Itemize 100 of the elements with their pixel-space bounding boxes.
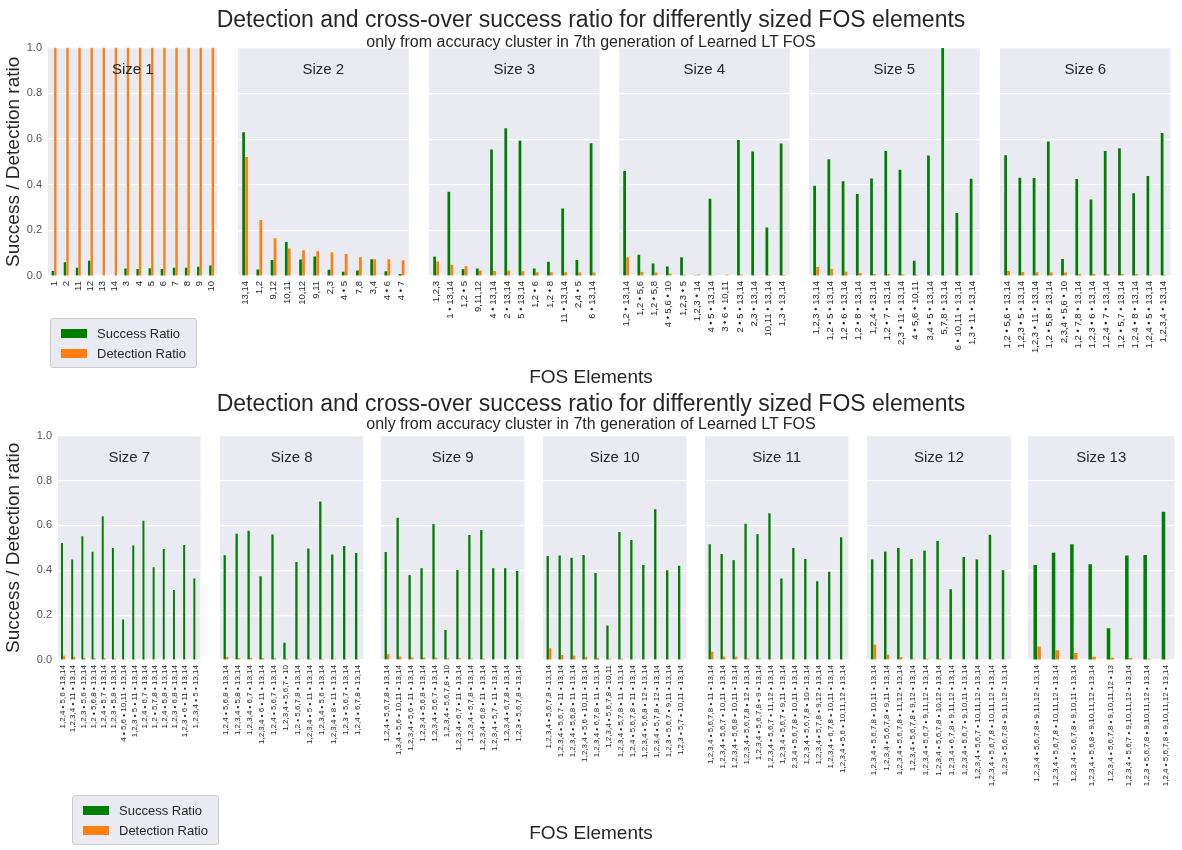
x-tick-label: 1,2,3,4 • 8 • 11 • 13,14 bbox=[328, 664, 338, 744]
x-tick-label: 1,2,4 • 5,6,7,8 • 11 • 13,14 bbox=[627, 664, 637, 758]
x-tick-label: 1,2 • 8 bbox=[543, 281, 555, 309]
bar bbox=[306, 548, 310, 660]
x-tick-label: 12 bbox=[84, 281, 96, 292]
y-axis-title: Success / Detection ratio bbox=[1, 443, 23, 654]
bar bbox=[792, 548, 795, 660]
bar bbox=[432, 524, 436, 660]
chart-title: Detection and cross-over success ratio for differently sized FOS elements bbox=[215, 390, 967, 417]
bar bbox=[342, 271, 345, 276]
x-tick-label: 1,2,3,4 • 5,6,7 • 9,11,12 • 13,14 bbox=[920, 664, 930, 776]
bar bbox=[420, 568, 424, 660]
bar bbox=[283, 642, 286, 660]
legend-label: Success Ratio bbox=[119, 802, 203, 818]
bar bbox=[1018, 177, 1021, 276]
x-tick-label: 1,2 • 5,6 • 13,14 bbox=[1000, 281, 1012, 349]
x-tick-label: 1,2,4 • 5,6,7 • 13,14 bbox=[268, 664, 278, 736]
x-tick-label: 10 bbox=[205, 281, 217, 292]
x-tick-label: 1,2 • 6 bbox=[528, 281, 540, 309]
bar bbox=[1103, 151, 1107, 276]
x-tick-label: 2 • 5 • 13,14 bbox=[733, 281, 745, 333]
x-tick-label: 1,2,3 • 5,6,7,8 • 13,14 bbox=[514, 664, 524, 742]
bar bbox=[1131, 193, 1135, 276]
bar bbox=[468, 535, 471, 660]
x-tick-label: 1,3,4 • 5,6 • 10,11 • 13,14 bbox=[394, 664, 404, 756]
bar bbox=[626, 257, 629, 276]
bar bbox=[1060, 258, 1064, 276]
x-tick-label: 1,2,3 • 6,8 • 13,14 bbox=[170, 664, 180, 729]
x-tick-label: 7 bbox=[168, 281, 180, 287]
x-tick-label: 1,2,3,4 • 5,6,7 • 9,10,11 • 13,14 bbox=[959, 664, 969, 776]
bar bbox=[883, 551, 887, 660]
x-tick-label: 1,2,3,4 • 5,6 • 11 • 13,14 bbox=[406, 664, 416, 751]
bar bbox=[665, 266, 669, 276]
x-tick-label: 4 • 5 • 13,14 bbox=[705, 281, 717, 333]
x-tick-label: 1,2,3,4 • 5,6,7,8 • 12 • 13,14 bbox=[741, 664, 751, 765]
bar bbox=[618, 532, 621, 660]
x-tick-label: 1,2,3,4 • 5,6,7,8 • 9,10,11 • 13,14 bbox=[1069, 664, 1079, 782]
x-tick-label: 1,2,3 • 5,6,7,8 • 9,11,12 • 13,14 bbox=[999, 664, 1009, 776]
bar bbox=[535, 272, 539, 276]
annotation: Size 11 bbox=[752, 448, 801, 466]
bar bbox=[606, 625, 609, 660]
x-tick-label: 1,2,3,4 • 6,7,8 • 11 • 13,14 bbox=[592, 664, 602, 758]
bar bbox=[637, 254, 641, 276]
x-tick-label: 1,2 • 7,8 • 13,14 bbox=[1071, 281, 1083, 349]
x-tick-label: 1,2,3 • 11 • 13,14 bbox=[1028, 281, 1040, 353]
bar bbox=[1075, 179, 1078, 276]
bar bbox=[640, 271, 644, 276]
x-tick-label: 1,2,4 • 5 • 13,14 bbox=[1142, 281, 1154, 349]
x-tick-label: 1,2,3,4 • 5,6,7 • 9,10,11,12 • 13,14 bbox=[1124, 664, 1134, 787]
x-tick-label: 1,2,3,4 • 5,6,7,8 • 10 bbox=[442, 664, 452, 738]
x-tick-label: 1,2,3 • 6 • 11 • 13,14 bbox=[180, 664, 190, 738]
bar bbox=[285, 242, 288, 276]
x-tick-label: 10,12 bbox=[295, 281, 307, 305]
x-tick-label: 1,2,3,4 • 6,7,8 • 10,11 • 13,14 bbox=[825, 664, 835, 769]
x-tick-label: 1,2,3,4 • 5,6,7 • 10,11,12 • 13,14 bbox=[972, 664, 982, 780]
bar bbox=[1046, 141, 1050, 276]
bar bbox=[444, 629, 448, 660]
x-tick-label: 1 bbox=[47, 281, 59, 287]
chart-subtitle: only from accuracy cluster in 7th generation of Learned LT FOS bbox=[366, 33, 816, 50]
bar bbox=[489, 149, 493, 276]
bar bbox=[245, 156, 249, 276]
x-tick-label: 1,2 • 5,6,7,8 • 13,14 bbox=[292, 664, 302, 736]
y-tick-label: 1.0 bbox=[26, 41, 42, 54]
x-tick-label: 1,2,3,4 • 5,8 • 13,14 bbox=[232, 664, 242, 736]
annotation: Size 4 bbox=[683, 60, 726, 78]
bar bbox=[359, 257, 363, 276]
y-tick-label: 0.0 bbox=[26, 269, 42, 282]
x-tick-label: 2,3,4 • 5,6 • 10 bbox=[1057, 281, 1069, 344]
x-tick-label: 5,7,8 • 13,14 bbox=[938, 281, 950, 335]
x-tick-label: 5 • 13,14 bbox=[514, 281, 526, 319]
x-tick-label: 1,2,3,4 • 5,6,8 • 10,11 • 13,14 bbox=[729, 664, 739, 769]
bar bbox=[630, 539, 633, 660]
x-tick-label: 1,2,3,4 • 5,7,8 • 9,12 • 13,14 bbox=[813, 664, 823, 765]
x-tick-label: 10,11 • 13,14 bbox=[762, 281, 773, 337]
bar bbox=[187, 47, 190, 276]
x-tick-label: 1,2,4 • 5,8 • 13,14 bbox=[160, 664, 170, 729]
bar bbox=[909, 558, 913, 660]
x-tick-label: 4 • 5,6 • 10 bbox=[662, 281, 674, 328]
x-tick-label: 11 • 13,14 bbox=[557, 281, 569, 324]
legend-label: Success Ratio bbox=[97, 325, 181, 341]
bar bbox=[751, 151, 755, 276]
y-axis-title: Success / Detection ratio bbox=[1, 57, 23, 268]
x-tick-label: 13 bbox=[96, 281, 108, 292]
x-tick-label: 13,14 bbox=[239, 281, 251, 305]
bar bbox=[450, 264, 453, 276]
bar bbox=[563, 272, 567, 276]
x-tick-label: 4 • 6 bbox=[381, 281, 393, 301]
y-tick-label: 0.4 bbox=[36, 563, 52, 576]
x-tick-label: 2,3,4 • 5,6,7,8 • 10,11 • 13,14 bbox=[789, 664, 799, 769]
x-tick-label: 1,2,3,4 • 5,6,7 • 10 bbox=[280, 664, 290, 731]
x-tick-label: 6 • 13,14 bbox=[585, 281, 597, 319]
x-tick-label: 1,2 • 5,6 bbox=[633, 281, 645, 317]
bar bbox=[313, 256, 317, 276]
bar bbox=[594, 573, 597, 660]
x-tick-label: 1,2,3,4 • 5,6,7,8 • 13,14 bbox=[544, 664, 554, 749]
x-tick-label: 1,2,4 • 5,7 • 13,14 bbox=[99, 664, 108, 729]
bar bbox=[927, 155, 931, 276]
bar bbox=[935, 540, 939, 660]
bar bbox=[316, 251, 320, 276]
bar bbox=[1033, 565, 1038, 660]
